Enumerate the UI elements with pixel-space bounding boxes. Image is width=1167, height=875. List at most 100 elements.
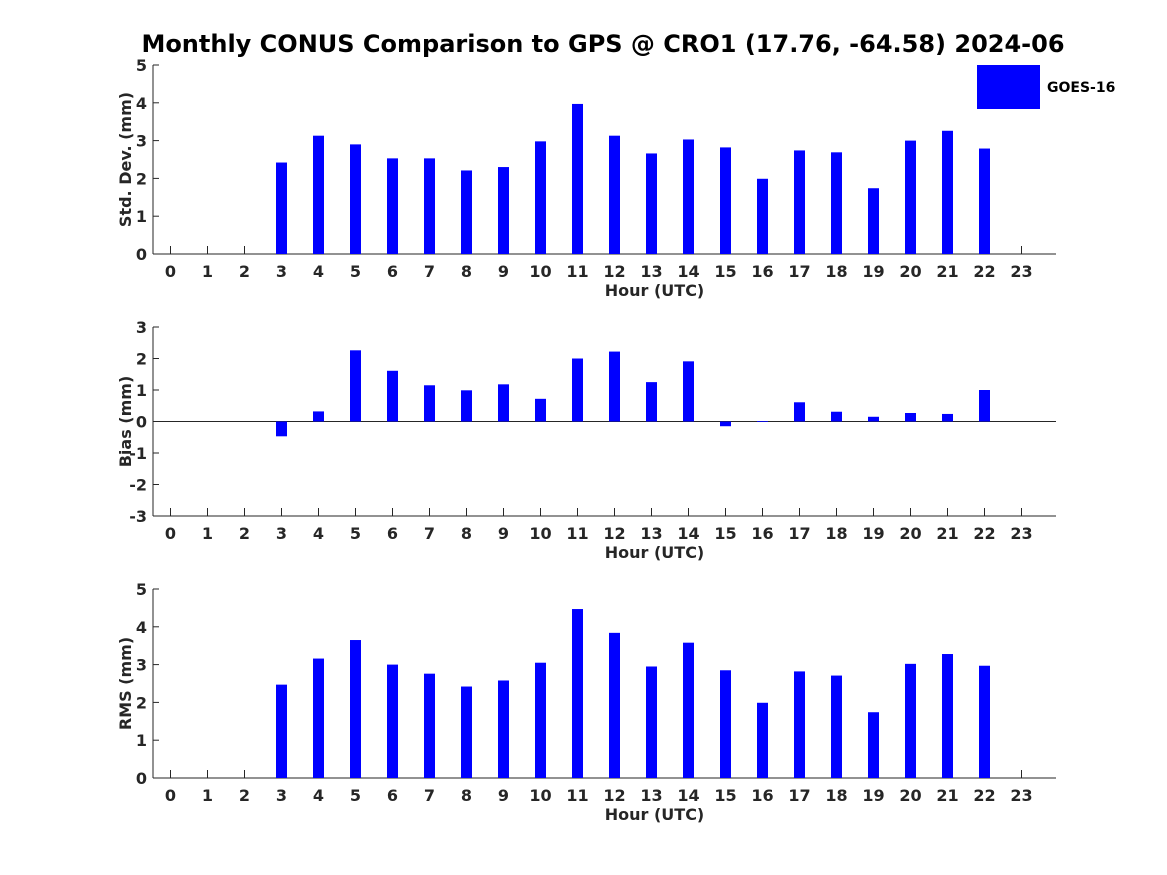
bias-xtick-label: 3 (276, 524, 287, 543)
bias-xtick-label: 23 (1010, 524, 1032, 543)
rms-xtick-label: 5 (350, 786, 361, 805)
std-dev-xtick-label: 4 (313, 262, 324, 281)
std-dev-xtick-label: 16 (751, 262, 773, 281)
rms-xtick-label: 22 (973, 786, 995, 805)
rms-xtick-label: 23 (1010, 786, 1032, 805)
std-dev-bar-hour-12 (609, 135, 620, 254)
std-dev-bar-hour-4 (313, 135, 324, 254)
std-dev-xtick-label: 13 (640, 262, 662, 281)
bias-xtick-label: 2 (239, 524, 250, 543)
rms-xtick-label: 2 (239, 786, 250, 805)
bias-bar-hour-17 (794, 402, 805, 422)
bias-xtick-label: 8 (461, 524, 472, 543)
rms-ytick-label: 5 (136, 580, 147, 599)
rms-xtick-label: 0 (165, 786, 176, 805)
std-dev-xtick-label: 14 (677, 262, 699, 281)
bias-xtick-label: 0 (165, 524, 176, 543)
bias-bar-hour-14 (683, 361, 694, 422)
rms-ytick-label: 4 (136, 618, 147, 637)
std-dev-bar-hour-3 (276, 162, 287, 254)
bias-ytick-label: -2 (129, 476, 147, 495)
std-dev-xtick-label: 19 (862, 262, 884, 281)
rms-bar-hour-8 (461, 686, 472, 778)
rms-bar-hour-17 (794, 671, 805, 778)
bias-xtick-label: 6 (387, 524, 398, 543)
std-dev-ytick-label: 5 (136, 56, 147, 75)
rms-xtick-label: 6 (387, 786, 398, 805)
bias-xtick-label: 9 (498, 524, 509, 543)
std-dev-ytick-label: 2 (136, 169, 147, 188)
bias-xtick-label: 5 (350, 524, 361, 543)
bias-xtick-label: 15 (714, 524, 736, 543)
std-dev-ytick-label: 1 (136, 207, 147, 226)
rms-bar-hour-10 (535, 662, 546, 778)
bias-bar-hour-16 (757, 421, 768, 422)
rms-xtick-label: 10 (529, 786, 551, 805)
std-dev-bar-hour-9 (498, 167, 509, 254)
bias-bar-hour-11 (572, 358, 583, 422)
bias-bar-hour-12 (609, 351, 620, 422)
bias-bar-hour-8 (461, 390, 472, 422)
bias-xtick-label: 21 (936, 524, 958, 543)
rms-ytick-label: 0 (136, 769, 147, 788)
bias-xtick-label: 14 (677, 524, 699, 543)
rms-xtick-label: 3 (276, 786, 287, 805)
rms-bar-hour-7 (424, 673, 435, 778)
std-dev-xtick-label: 3 (276, 262, 287, 281)
rms-bar-hour-20 (905, 663, 916, 778)
rms-bar-hour-6 (387, 664, 398, 778)
bias-bar-hour-20 (905, 412, 916, 422)
rms-y-axis-label: RMS (mm) (116, 637, 135, 730)
std-dev-bar-hour-10 (535, 141, 546, 254)
std-dev-ytick-label: 0 (136, 245, 147, 264)
rms-bar-hour-22 (979, 665, 990, 778)
bias-ytick-label: 1 (136, 381, 147, 400)
bias-bar-hour-22 (979, 390, 990, 422)
rms-xtick-label: 11 (566, 786, 588, 805)
bias-bar-hour-10 (535, 398, 546, 422)
std-dev-bar-hour-20 (905, 140, 916, 254)
bias-xtick-label: 10 (529, 524, 551, 543)
std-dev-bar-hour-6 (387, 158, 398, 254)
rms-bar-hour-16 (757, 702, 768, 778)
bias-bar-hour-18 (831, 411, 842, 422)
bias-bar-hour-6 (387, 370, 398, 422)
std-dev-xtick-label: 2 (239, 262, 250, 281)
rms-xtick-label: 1 (202, 786, 213, 805)
std-dev-xtick-label: 11 (566, 262, 588, 281)
rms-x-axis-label: Hour (UTC) (605, 805, 705, 824)
std-dev-xtick-label: 12 (603, 262, 625, 281)
bias-ytick-label: -3 (129, 507, 147, 526)
bias-bar-hour-7 (424, 385, 435, 422)
std-dev-bar-hour-18 (831, 152, 842, 254)
std-dev-bar-hour-19 (868, 188, 879, 254)
std-dev-xtick-label: 17 (788, 262, 810, 281)
bias-xtick-label: 11 (566, 524, 588, 543)
std-dev-bar-hour-8 (461, 170, 472, 254)
bias-bar-hour-15 (720, 421, 731, 427)
bias-bar-hour-21 (942, 413, 953, 422)
bias-ytick-label: 0 (136, 413, 147, 432)
bias-ytick-label: 3 (136, 318, 147, 337)
bias-bar-hour-13 (646, 382, 657, 422)
legend: GOES-16 (977, 65, 1115, 109)
bias-xtick-label: 1 (202, 524, 213, 543)
rms-xtick-label: 8 (461, 786, 472, 805)
std-dev-bar-hour-11 (572, 103, 583, 255)
bias-ytick-label: 2 (136, 350, 147, 369)
bias-bar-hour-19 (868, 416, 879, 422)
bias-xtick-label: 17 (788, 524, 810, 543)
rms-xtick-label: 13 (640, 786, 662, 805)
rms-bar-hour-21 (942, 654, 953, 778)
std-dev-xtick-label: 15 (714, 262, 736, 281)
rms-bar-hour-5 (350, 640, 361, 778)
std-dev-xtick-label: 22 (973, 262, 995, 281)
rms-xtick-label: 12 (603, 786, 625, 805)
bias-xtick-label: 12 (603, 524, 625, 543)
rms-xtick-label: 17 (788, 786, 810, 805)
bias-xtick-label: 18 (825, 524, 847, 543)
std-dev-bar-hour-15 (720, 147, 731, 254)
